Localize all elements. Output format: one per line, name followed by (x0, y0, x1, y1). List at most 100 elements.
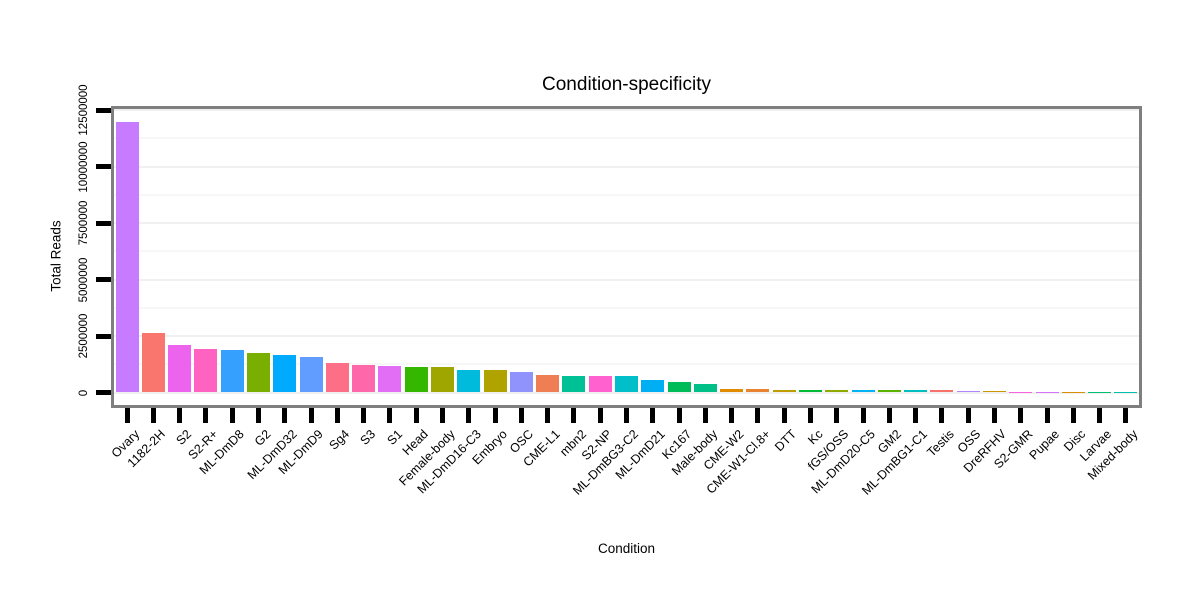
x-tick-label: Sg4 (326, 427, 353, 453)
x-tick (939, 408, 945, 423)
y-axis-title: Total Reads (48, 220, 64, 292)
bar-S2-GMR (1009, 391, 1033, 393)
x-tick (440, 408, 446, 423)
x-tick (492, 408, 498, 423)
x-tick (387, 408, 393, 423)
y-tick (96, 277, 111, 282)
x-tick (807, 408, 813, 423)
x-tick-label: Testis (924, 427, 957, 460)
x-tick (755, 408, 761, 423)
bar-Testis (930, 390, 954, 393)
x-tick (518, 408, 524, 423)
x-tick (1070, 408, 1076, 423)
gridline-minor (114, 193, 1139, 196)
bar-S1 (378, 366, 402, 393)
x-tick (1044, 408, 1050, 423)
x-tick (334, 408, 340, 423)
x-tick (729, 408, 735, 423)
gridline-major (114, 391, 1139, 394)
x-tick (177, 408, 183, 423)
bar-ML-DmD20-C5 (851, 390, 875, 393)
x-tick (991, 408, 997, 423)
x-tick (650, 408, 656, 423)
x-tick (308, 408, 314, 423)
x-axis-title: Condition (597, 541, 656, 556)
bar-G2 (247, 352, 271, 393)
x-tick (781, 408, 787, 423)
gridline-minor (114, 250, 1139, 253)
y-tick-label: 2500000 (78, 313, 90, 359)
x-tick-label: DTT (772, 427, 800, 455)
x-tick (886, 408, 892, 423)
bar-Sg4 (325, 363, 349, 393)
bar-S2-R+ (194, 349, 218, 393)
y-tick (96, 107, 111, 113)
x-tick (676, 408, 682, 423)
bar-ML-DmD16-C3 (457, 369, 481, 393)
y-tick (96, 333, 111, 339)
y-tick-label: 12500000 (78, 84, 90, 136)
bar-ML-DmD21 (641, 380, 665, 393)
x-tick (282, 408, 288, 423)
x-tick (466, 408, 472, 423)
x-tick (965, 408, 971, 423)
bar-fGS/OSS (825, 390, 849, 393)
x-tick (1018, 408, 1024, 423)
x-tick (413, 408, 419, 423)
x-tick (1097, 408, 1103, 423)
gridline-major (114, 109, 1139, 111)
bar-Head (404, 366, 428, 393)
bar-ML-DmD9 (299, 357, 323, 393)
bar-S2-NP (588, 376, 612, 393)
gridline-major (114, 165, 1139, 168)
y-tick-label: 10000000 (78, 140, 90, 193)
bar-Embryo (483, 370, 507, 393)
x-tick (124, 408, 130, 423)
x-tick (860, 408, 866, 423)
y-tick-label: 0 (78, 389, 90, 396)
x-tick (702, 408, 708, 423)
x-tick (256, 408, 262, 423)
gridline-minor (114, 363, 1139, 366)
bar-DTT (772, 389, 796, 393)
bar-CME-L1 (536, 374, 560, 393)
bar-mbn2 (562, 375, 586, 393)
x-tick (361, 408, 367, 423)
gridline-minor (114, 306, 1139, 309)
bar-DreRFHV (982, 391, 1006, 393)
x-tick (624, 408, 629, 423)
bar-ML-DmD32 (273, 354, 297, 393)
y-tick-label: 7500000 (78, 200, 90, 246)
bar-Male-body (693, 383, 717, 393)
bar-Female-body (431, 366, 455, 393)
x-tick (571, 408, 577, 423)
bar-Kc (798, 389, 822, 393)
x-tick (150, 408, 156, 423)
bar-S2 (168, 345, 192, 393)
bar-ML-DmBG3-C2 (615, 376, 638, 393)
bar-CME-W1-Cl.8+ (746, 388, 770, 393)
bar-CME-W2 (720, 388, 744, 393)
y-tick (96, 390, 111, 395)
bar-S3 (352, 364, 376, 393)
x-tick (203, 408, 209, 423)
bar-OSS (956, 391, 980, 393)
y-tick (96, 220, 111, 226)
bar-Ovary (115, 122, 139, 393)
gridline-major (114, 278, 1139, 281)
x-tick (545, 408, 551, 423)
x-tick (913, 408, 919, 423)
bar-ML-DmD8 (220, 349, 244, 393)
bar-GM2 (877, 390, 901, 393)
bar-Kc167 (667, 382, 691, 393)
chart-title: Condition-specificity (542, 74, 711, 95)
x-tick-label: S3 (357, 427, 379, 448)
x-tick (1123, 408, 1129, 423)
x-tick (229, 408, 235, 423)
bar-ML-DmBG1-C1 (904, 390, 928, 393)
x-tick (834, 408, 840, 423)
bar-OSC (509, 372, 533, 393)
y-tick-label: 5000000 (78, 257, 90, 302)
x-tick (597, 408, 603, 423)
